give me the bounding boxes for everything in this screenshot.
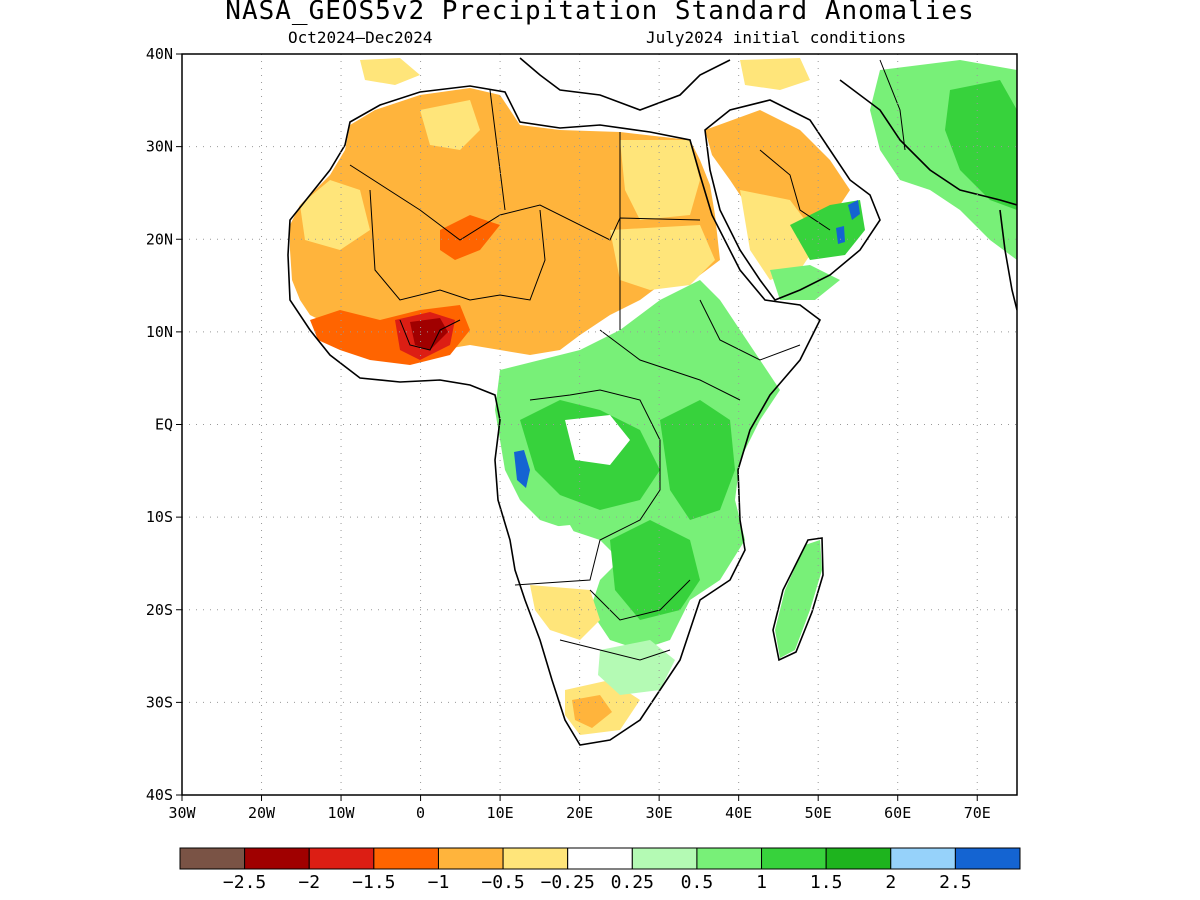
egypt-light-patch [620,140,700,220]
lon-tick-label: 30W [168,804,196,822]
west-africa-maroon [410,318,448,350]
colorbar-label: −2.5 [223,872,266,893]
lat-tick-label: 20S [146,601,173,619]
arabia-coastline [704,99,881,301]
iran-coastline [839,79,1017,206]
lon-tick-label: 20W [248,804,276,822]
africa-coastline [287,85,822,746]
sahara-light-patch [420,100,480,150]
colorbar-swatch [373,847,439,870]
colorbar-swatch [631,847,698,870]
lat-tick-label: 30S [146,693,173,711]
india-coastline [999,209,1017,311]
border-line [879,59,906,151]
lat-tick-label: 10N [146,323,173,341]
lon-tick-label: 10W [328,804,356,822]
lon-tick-label: 50E [805,804,832,822]
lat-tick-label: 20N [146,230,173,248]
lon-tick-label: 60E [884,804,911,822]
lat-tick-label: 40S [146,786,173,804]
initial-conditions: July2024 initial conditions [646,28,907,47]
colorbar-label: 1.5 [810,872,843,893]
north-africa-coast-dry [360,58,420,85]
border-line [489,89,506,211]
east-africa-green-patch [660,400,735,520]
colorbar-label: 1 [756,872,767,893]
border-line [699,299,801,361]
border-line [349,164,701,241]
border-line [514,389,661,586]
colorbar-swatch [696,847,763,870]
colorbar-swatch [179,847,246,870]
europe-coastline [519,57,731,111]
forecast-period: Oct2024–Dec2024 [288,28,433,47]
arabia-light-patch [740,190,820,280]
latitude-labels: 40N 30N 20N 10N EQ 10S 20S 30S 40S [146,45,182,804]
sudan-light-patch [610,225,715,290]
border-line [759,149,831,231]
west-sahara-light-patch [300,180,370,250]
colorbar-label: −0.25 [541,872,595,893]
colorbar-label: −1 [428,872,450,893]
anomaly-fields [290,58,1017,735]
colorbar-swatch [244,847,310,870]
colorbar-swatch [954,847,1021,870]
lat-tick-label: 40N [146,45,173,63]
middle-east-dry [740,58,810,90]
map-title: NASA_GEOS5v2 Precipitation Standard Anom… [225,0,975,26]
lon-tick-label: 70E [964,804,991,822]
border-line [599,329,741,401]
country-borders [349,59,906,661]
yemen-green-patch [770,265,840,300]
oman-blue-patch [848,200,860,220]
colorbar-swatch [437,847,504,870]
colorbar-label: −0.5 [481,872,524,893]
oman-green-patch [790,200,865,260]
longitude-labels: 30W 20W 10W 0 10E 20E 30E 40E 50E 60E 70E [168,795,991,822]
north-africa-dry-region [290,88,720,355]
colorbar-swatch [890,847,956,870]
lat-tick-label: 10S [146,508,173,526]
oman-blue-patch-2 [836,226,845,244]
lon-tick-label: 0 [416,804,425,822]
sahel-red-streak [440,215,500,260]
colorbar-swatch [502,847,569,870]
madagascar-coastline [772,537,824,662]
colorbar: −2.5 −2 −1.5 −1 −0.5 −0.25 0.25 0.5 1 1.5 2 2.5 [179,847,1021,893]
lat-tick-label: EQ [155,416,173,434]
colorbar-swatch [567,847,633,870]
border-line [399,319,461,351]
madagascar-green [775,540,822,658]
colorbar-label: −1.5 [352,872,395,893]
border-line [369,189,546,301]
colorbar-swatch [825,847,892,870]
coastlines [287,57,1017,746]
pakistan-green-patch [945,80,1017,210]
colorbar-swatch [308,847,375,870]
colorbar-label: 2.5 [939,872,972,893]
colorbar-label: 2 [885,872,896,893]
lon-tick-label: 30E [646,804,673,822]
colorbar-swatch [761,847,827,870]
arabia-dry-region [705,110,850,230]
lon-tick-label: 40E [725,804,752,822]
lat-tick-label: 30N [146,138,173,156]
southern-africa-dry [530,585,600,640]
lon-tick-label: 20E [566,804,593,822]
southeast-green-patch [610,520,700,620]
gabon-blue-patch [514,450,530,488]
border-line [589,579,691,621]
congo-white-gap [565,415,630,465]
colorbar-label: 0.25 [611,872,654,893]
south-africa-green [598,640,675,695]
border-line [559,639,671,661]
south-africa-orange-patch [572,695,612,728]
angola-white-gap [520,525,590,585]
lon-tick-label: 10E [487,804,514,822]
colorbar-label: −2 [298,872,320,893]
colorbar-label: 0.5 [681,872,714,893]
